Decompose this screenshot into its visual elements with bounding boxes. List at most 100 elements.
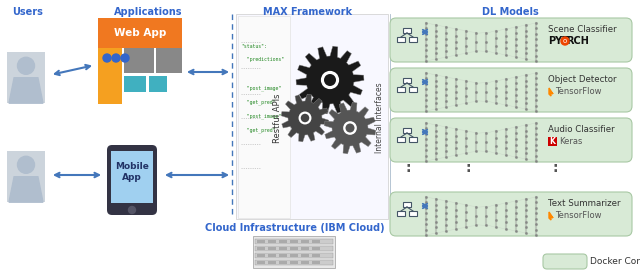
- Bar: [312, 240, 320, 243]
- Bar: [279, 254, 287, 257]
- Bar: [403, 78, 411, 83]
- Polygon shape: [9, 177, 43, 202]
- Text: Audio Classifier: Audio Classifier: [548, 124, 614, 134]
- Text: "predictions": "predictions": [241, 57, 284, 62]
- Text: Internal Interfaces: Internal Interfaces: [376, 83, 385, 153]
- Bar: [253, 236, 335, 268]
- Text: Text Summarizer: Text Summarizer: [548, 198, 621, 208]
- Text: :: :: [405, 161, 411, 175]
- Text: TensorFlow: TensorFlow: [555, 211, 602, 219]
- Polygon shape: [324, 102, 376, 154]
- Bar: [290, 254, 298, 257]
- Bar: [268, 254, 276, 257]
- Bar: [268, 247, 276, 250]
- Text: "get_pred": "get_pred": [241, 127, 275, 133]
- Polygon shape: [549, 212, 553, 220]
- Text: Web App: Web App: [114, 28, 166, 38]
- Bar: [268, 240, 276, 243]
- Bar: [255, 239, 333, 244]
- Text: Mobile
App: Mobile App: [115, 162, 149, 182]
- Bar: [279, 240, 287, 243]
- Text: "post_image": "post_image": [241, 85, 281, 91]
- Circle shape: [301, 114, 309, 122]
- Bar: [156, 48, 182, 73]
- Bar: [397, 211, 405, 216]
- Bar: [301, 247, 309, 250]
- Bar: [290, 247, 298, 250]
- Text: PYT: PYT: [548, 36, 569, 46]
- Bar: [257, 254, 265, 257]
- Bar: [238, 16, 290, 218]
- Polygon shape: [549, 88, 553, 96]
- Bar: [268, 261, 276, 264]
- Text: "post_image": "post_image": [241, 113, 281, 119]
- Bar: [403, 128, 411, 133]
- Bar: [255, 246, 333, 251]
- Text: MAX Framework: MAX Framework: [264, 7, 353, 17]
- Bar: [111, 151, 153, 203]
- FancyBboxPatch shape: [390, 68, 632, 112]
- Bar: [409, 211, 417, 216]
- Bar: [255, 260, 333, 265]
- Circle shape: [561, 37, 569, 45]
- Text: Applications: Applications: [114, 7, 182, 17]
- Bar: [312, 261, 320, 264]
- Circle shape: [103, 54, 111, 62]
- Bar: [124, 48, 154, 73]
- Circle shape: [121, 54, 129, 62]
- Bar: [312, 247, 320, 250]
- Circle shape: [346, 123, 355, 132]
- Circle shape: [298, 112, 312, 124]
- Text: :: :: [552, 161, 557, 175]
- Text: K: K: [550, 137, 556, 145]
- Bar: [124, 76, 146, 92]
- Bar: [257, 240, 265, 243]
- Text: TensorFlow: TensorFlow: [555, 86, 602, 95]
- Text: RCH: RCH: [566, 36, 589, 46]
- Text: o: o: [563, 38, 567, 44]
- Bar: [409, 37, 417, 42]
- Bar: [257, 261, 265, 264]
- Text: Keras: Keras: [559, 137, 582, 145]
- Polygon shape: [296, 46, 364, 114]
- Bar: [403, 202, 411, 207]
- FancyBboxPatch shape: [390, 18, 632, 62]
- Bar: [397, 137, 405, 142]
- Text: Docker Container: Docker Container: [590, 258, 640, 267]
- Text: "status":: "status":: [241, 44, 267, 49]
- Text: Object Detector: Object Detector: [548, 75, 616, 84]
- Bar: [7, 52, 45, 103]
- FancyBboxPatch shape: [390, 118, 632, 162]
- Bar: [7, 151, 45, 202]
- Bar: [236, 14, 388, 219]
- Text: :: :: [465, 161, 471, 175]
- FancyBboxPatch shape: [390, 192, 632, 236]
- Bar: [290, 261, 298, 264]
- Circle shape: [343, 121, 357, 135]
- Bar: [403, 28, 411, 33]
- Polygon shape: [9, 78, 43, 103]
- Text: Restful APIs: Restful APIs: [273, 93, 282, 143]
- Circle shape: [324, 74, 336, 86]
- Bar: [301, 254, 309, 257]
- Bar: [397, 37, 405, 42]
- Bar: [301, 261, 309, 264]
- Bar: [98, 18, 182, 48]
- Bar: [312, 254, 320, 257]
- Bar: [548, 137, 557, 146]
- Text: Users: Users: [13, 7, 44, 17]
- Bar: [301, 240, 309, 243]
- Text: "get_pred": "get_pred": [241, 99, 275, 105]
- Bar: [257, 247, 265, 250]
- Circle shape: [112, 54, 120, 62]
- Bar: [149, 76, 167, 92]
- FancyBboxPatch shape: [107, 145, 157, 215]
- Circle shape: [17, 57, 35, 74]
- Circle shape: [129, 206, 136, 214]
- Polygon shape: [281, 94, 329, 142]
- Bar: [290, 240, 298, 243]
- Circle shape: [17, 156, 35, 173]
- Text: Scene Classifier: Scene Classifier: [548, 25, 616, 33]
- Bar: [279, 247, 287, 250]
- Circle shape: [321, 71, 339, 89]
